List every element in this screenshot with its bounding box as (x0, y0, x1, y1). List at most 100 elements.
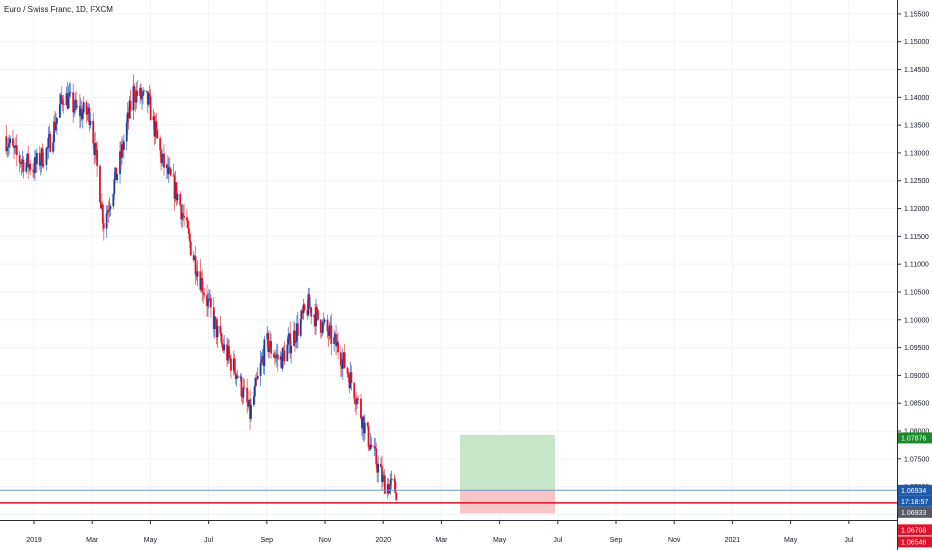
candle-body (279, 356, 282, 360)
candle-body (289, 333, 292, 354)
candle-body (46, 147, 49, 149)
position-zones[interactable] (460, 434, 555, 514)
candle-body (88, 107, 91, 125)
time-tick-label: 2021 (725, 537, 741, 544)
candle-body (214, 316, 217, 320)
candle-body (34, 157, 36, 174)
candle-body (361, 418, 363, 429)
candle-body (393, 478, 396, 482)
candle-body (220, 333, 223, 343)
candle-body (162, 153, 164, 159)
candle-body (112, 194, 115, 207)
price-lines (0, 489, 897, 504)
current-price-badge: 1.06934 (901, 488, 926, 495)
candles (5, 74, 398, 501)
time-tick-label: 2019 (26, 537, 42, 544)
price-tick-label: 1.14500 (904, 67, 929, 74)
candle-body (193, 256, 196, 260)
candle-body (5, 136, 8, 152)
candle-body (303, 304, 306, 311)
candle-body (127, 112, 130, 119)
candle-body (72, 92, 75, 113)
candle-body (189, 241, 192, 256)
candle-body (259, 362, 262, 376)
candle-body (200, 278, 203, 290)
candle-body (348, 377, 351, 389)
candle-body (267, 333, 270, 352)
candle-body (168, 167, 171, 169)
candle-body (369, 444, 372, 450)
time-axis[interactable]: 2019 Mar May Jul Sep Nov 2020 Mar May Jul Sep Nov 20… (0, 520, 897, 544)
bar-countdown-badge: 17:18:57 (901, 499, 928, 506)
candle-body (22, 159, 25, 172)
candle-body (275, 354, 278, 356)
candle-body (147, 93, 150, 105)
price-tick-label: 1.12000 (904, 206, 929, 213)
candle-body (339, 352, 342, 366)
candle-body (349, 372, 352, 389)
candle-body (143, 90, 145, 92)
candle-body (250, 404, 252, 419)
candle-body (316, 307, 318, 310)
candle-body (362, 416, 365, 434)
candle-body (180, 205, 183, 220)
candle-body (261, 356, 264, 360)
candle-body (163, 153, 165, 168)
candle-body (229, 355, 231, 359)
candle-body (242, 387, 245, 398)
time-tick-label: Nov (319, 537, 332, 544)
candle-body (13, 145, 15, 148)
candle-body (343, 352, 346, 368)
candle-body (328, 326, 331, 336)
candle-body (100, 204, 103, 209)
candle-body (89, 120, 92, 125)
candle-body (128, 100, 131, 119)
candle-body (360, 398, 362, 419)
candle-body (19, 162, 22, 164)
candle-body (219, 325, 222, 334)
candle-body (41, 148, 44, 166)
candle-body (340, 365, 343, 369)
candle-body (145, 90, 148, 92)
candle-body (114, 167, 117, 180)
candle-body (115, 167, 118, 181)
candle-body (381, 467, 383, 482)
candle-body (366, 422, 369, 427)
time-tick-label: Sep (610, 537, 623, 544)
candle-body (233, 358, 236, 373)
candle-body (39, 162, 42, 166)
time-tick-label: Jul (553, 537, 562, 544)
candle-body (136, 90, 139, 96)
profit-zone (460, 434, 555, 491)
candle-body (300, 310, 303, 320)
candle-body (206, 295, 208, 307)
time-tick-label: May (784, 537, 798, 544)
candle-body (87, 107, 90, 113)
candle-body (69, 92, 72, 94)
candle-body (317, 309, 319, 320)
candle-body (135, 90, 138, 103)
grid (0, 0, 897, 520)
price-tick-label: 1.13000 (904, 150, 929, 157)
time-tick-label: Jul (844, 537, 853, 544)
candle-body (255, 378, 258, 380)
candle-body (79, 108, 82, 117)
candle-body (276, 354, 279, 360)
candle-body (326, 319, 329, 332)
candle-body (208, 298, 210, 300)
price-axis[interactable]: 1.15500 1.15000 1.14500 1.14000 1.13500 1.130… (897, 0, 929, 550)
candle-body (95, 143, 98, 150)
candle-body (341, 358, 344, 369)
candle-body (323, 319, 326, 322)
candle-body (196, 271, 199, 277)
candle-body (167, 167, 170, 175)
candle-body (321, 321, 324, 334)
candle-body (38, 153, 41, 166)
candle-body (337, 341, 339, 353)
stop-price-badge: 1.06708 (901, 527, 926, 534)
candle-body (29, 164, 32, 170)
previous-price-badge: 1.06933 (901, 510, 926, 517)
candle-body (280, 356, 283, 369)
candle-body (102, 223, 105, 229)
